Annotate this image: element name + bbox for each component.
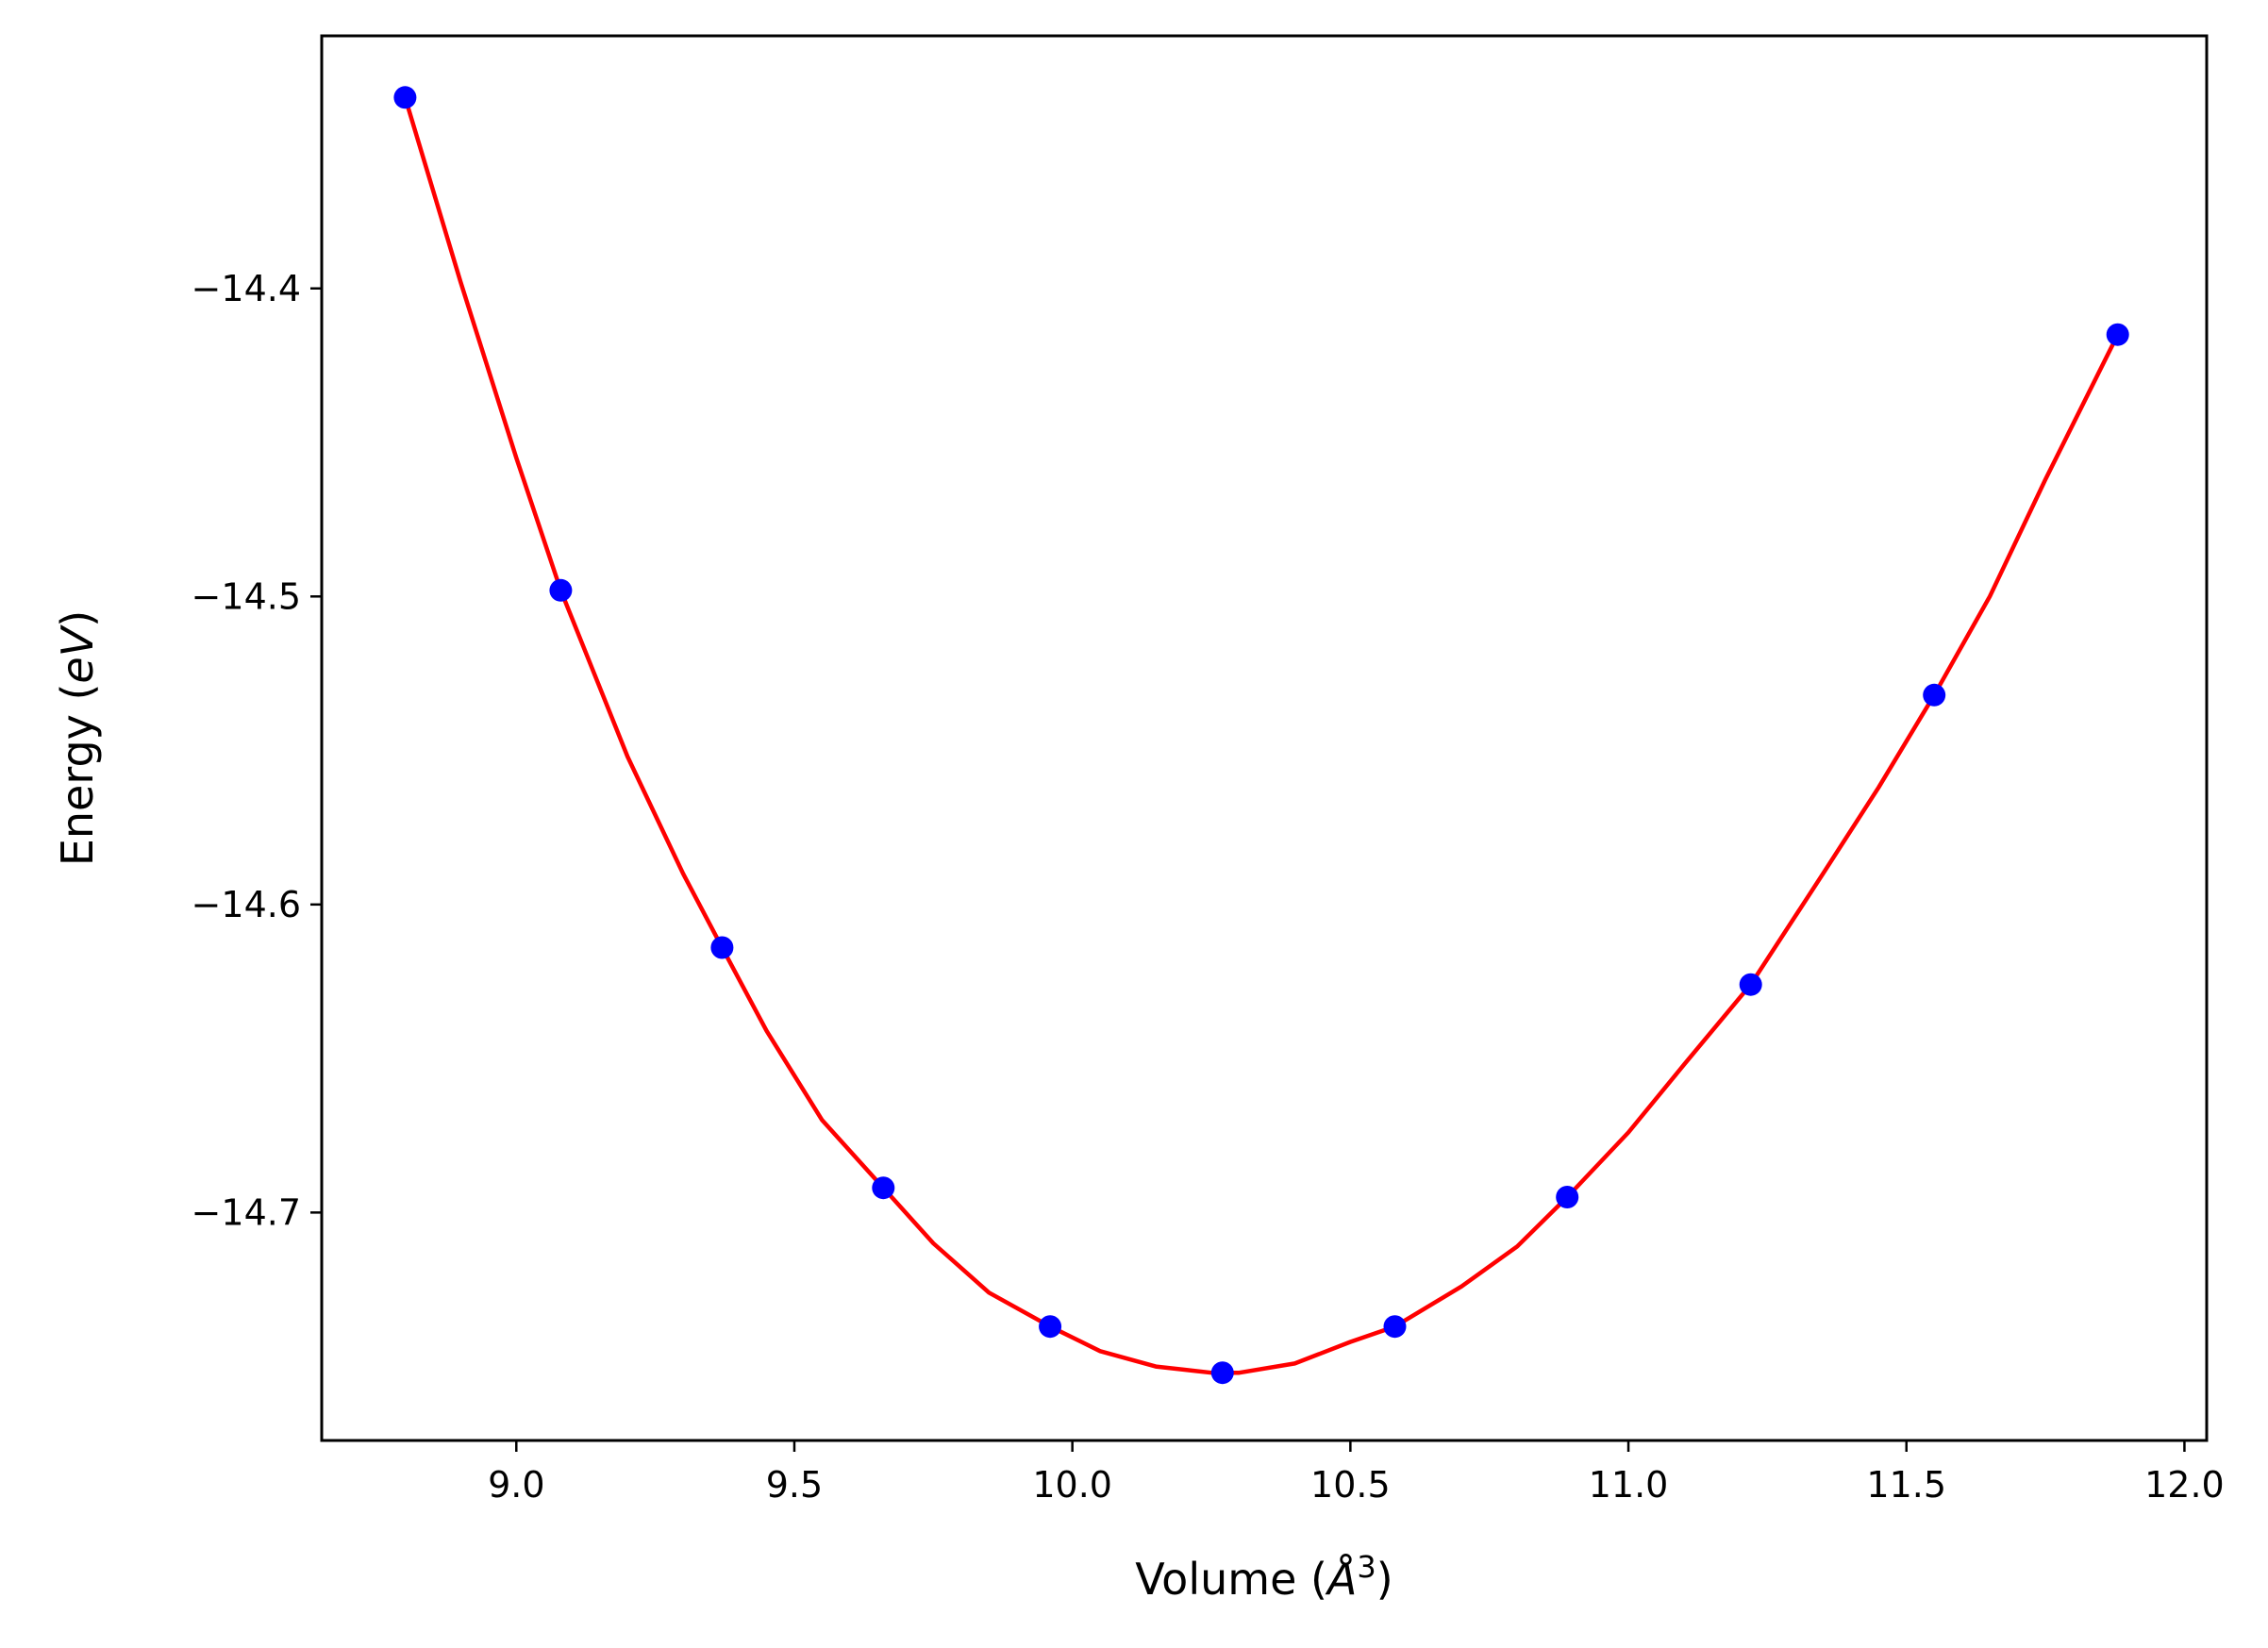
plot-area [322, 36, 2207, 1440]
y-axis-label: Energy (eV) [52, 610, 103, 866]
y-axis-label-unit: eV [52, 624, 103, 683]
data-point [2106, 323, 2129, 346]
y-tick-label: −14.6 [192, 884, 301, 925]
data-point [1210, 1361, 1234, 1385]
x-tick-label: 9.0 [488, 1464, 544, 1506]
data-point [1383, 1315, 1407, 1339]
x-axis-label: Volume (Å3) [1135, 1549, 1392, 1605]
axis-layer: 9.0 9.5 10.0 10.5 11.0 11.5 12.0 −14.4 −14.5 −14.… [192, 268, 2225, 1506]
x-tick-label: 12.0 [2144, 1464, 2225, 1506]
plot-frame [320, 34, 2209, 1442]
x-axis-label-suffix: ) [1376, 1554, 1393, 1605]
x-tick-label: 11.0 [1589, 1464, 1669, 1506]
x-tick-label: 10.5 [1310, 1464, 1391, 1506]
y-tick-label: −14.4 [192, 268, 301, 309]
x-axis-label-prefix: Volume ( [1135, 1554, 1327, 1605]
data-point [872, 1176, 895, 1200]
y-tick-label: −14.7 [192, 1191, 301, 1233]
y-tick-label: −14.5 [192, 575, 301, 617]
data-point [1739, 973, 1762, 996]
data-point [1039, 1315, 1062, 1339]
x-axis-label-exponent: 3 [1357, 1549, 1376, 1585]
y-axis-label-suffix: ) [52, 610, 103, 627]
data-point [710, 936, 734, 959]
data-point [1923, 683, 1946, 707]
y-axis-label-prefix: Energy ( [52, 684, 103, 867]
x-axis-label-symbol: Å [1325, 1554, 1357, 1605]
x-tick-label: 9.5 [766, 1464, 823, 1506]
data-point [393, 86, 417, 109]
data-point [549, 578, 573, 602]
data-point [1556, 1186, 1579, 1208]
x-tick-label: 11.5 [1866, 1464, 1946, 1506]
data-layer [393, 86, 2129, 1385]
x-tick-label: 10.0 [1032, 1464, 1112, 1506]
